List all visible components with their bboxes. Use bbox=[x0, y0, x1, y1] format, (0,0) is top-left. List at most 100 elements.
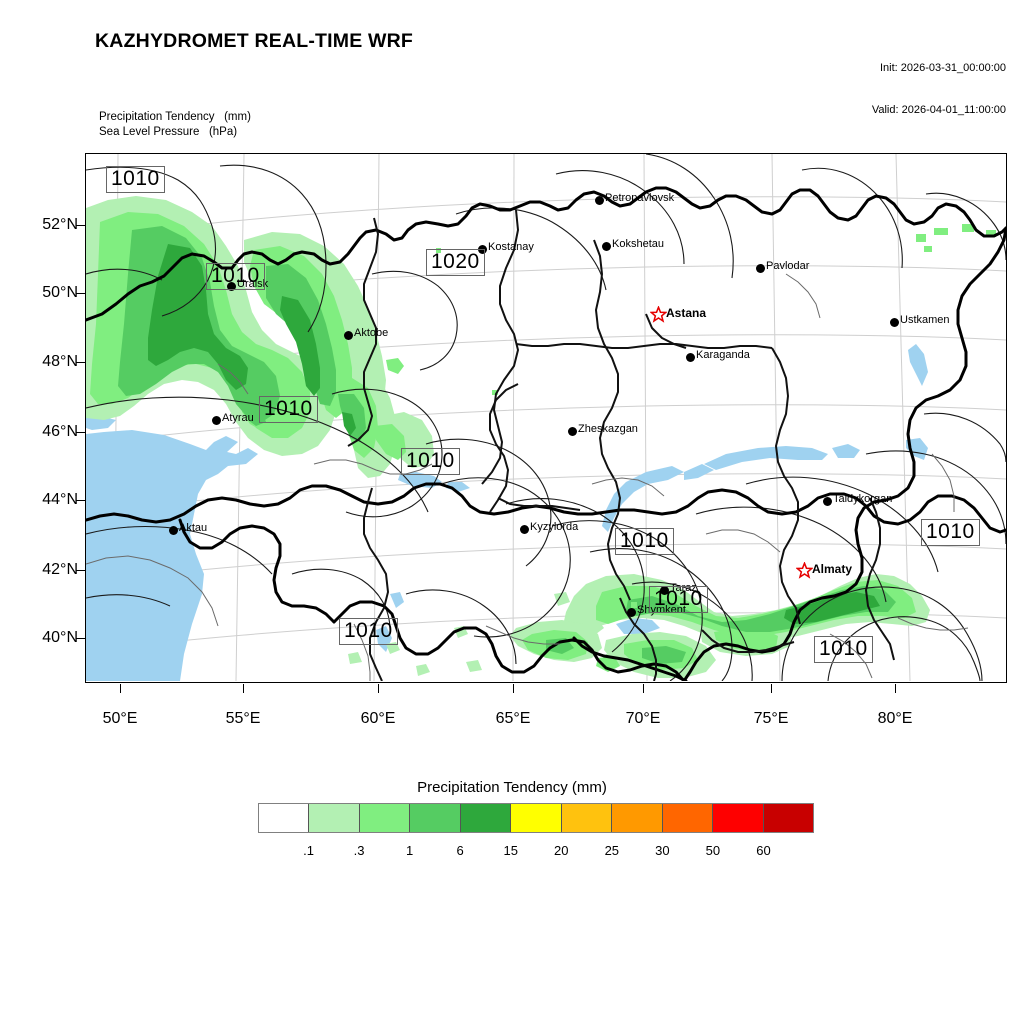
capital-star-icon bbox=[650, 306, 667, 323]
colorbar-segment[interactable] bbox=[612, 804, 663, 832]
lon-tick-mark bbox=[513, 684, 515, 693]
colorbar-segment[interactable] bbox=[309, 804, 360, 832]
colorbar-segment[interactable] bbox=[763, 804, 813, 832]
lon-tick-label: 80°E bbox=[877, 710, 913, 727]
field-caption: Precipitation Tendency (mm) Sea Level Pr… bbox=[99, 110, 251, 140]
city-label: Aktobe bbox=[354, 327, 389, 339]
isobar-label: 1010 bbox=[206, 263, 265, 290]
lon-tick-mark bbox=[120, 684, 122, 693]
lat-tick-label: 42°N bbox=[42, 561, 78, 578]
colorbar-tick-label: 50 bbox=[705, 843, 721, 858]
isobar-label: 1010 bbox=[401, 448, 460, 475]
city-dot-icon bbox=[211, 415, 221, 425]
colorbar-tick-label: 1 bbox=[406, 843, 414, 858]
lon-tick-mark bbox=[771, 684, 773, 693]
lat-tick-mark bbox=[76, 500, 85, 502]
colorbar-segment[interactable] bbox=[259, 804, 310, 832]
colorbar[interactable] bbox=[258, 803, 814, 833]
colorbar-segment[interactable] bbox=[511, 804, 562, 832]
lat-tick-label: 48°N bbox=[42, 353, 78, 370]
lon-tick-mark bbox=[378, 684, 380, 693]
city-dot-icon bbox=[626, 607, 636, 617]
city-label: Atyrau bbox=[222, 412, 254, 424]
lat-tick-label: 40°N bbox=[42, 629, 78, 646]
city-label: Pavlodar bbox=[766, 260, 810, 272]
city-label: Kokshetau bbox=[612, 238, 664, 250]
map-canvas bbox=[86, 154, 1006, 681]
city-dot-icon bbox=[594, 195, 604, 205]
city-dot-icon bbox=[601, 241, 611, 251]
city-dot-icon bbox=[822, 496, 832, 506]
slp-contours bbox=[86, 154, 1006, 681]
colorbar-tick-label: 6 bbox=[456, 843, 464, 858]
run-timestamps: Init: 2026-03-31_00:00:00 Valid: 2026-04… bbox=[872, 33, 1006, 131]
lat-tick-mark bbox=[76, 362, 85, 364]
colorbar-segment[interactable] bbox=[410, 804, 461, 832]
city-label: Kyzylorda bbox=[530, 521, 579, 533]
colorbar-tick-label: 20 bbox=[554, 843, 569, 858]
weather-map[interactable]: Petropavlovsk Kostanay Kokshetau Pavlodar Us… bbox=[85, 153, 1007, 683]
lat-tick-label: 46°N bbox=[42, 423, 78, 440]
colorbar-tick-label: 25 bbox=[604, 843, 620, 858]
colorbar-tick-label: 60 bbox=[756, 843, 771, 858]
colorbar-ticks: .1 .3 1 6 15 20 25 30 50 60 bbox=[258, 843, 814, 863]
city-label: Almaty bbox=[812, 562, 853, 576]
city-dot-icon bbox=[567, 426, 577, 436]
lon-tick-label: 55°E bbox=[225, 710, 261, 727]
capital-star-icon bbox=[796, 562, 813, 579]
isobar-label: 1010 bbox=[615, 528, 674, 555]
colorbar-tick-label: .3 bbox=[353, 843, 365, 858]
lon-tick-label: 75°E bbox=[753, 710, 789, 727]
lon-tick-mark bbox=[643, 684, 645, 693]
precip-scatter bbox=[436, 224, 996, 608]
isobar-label: 1010 bbox=[106, 166, 165, 193]
colorbar-segment[interactable] bbox=[713, 804, 764, 832]
colorbar-segment[interactable] bbox=[662, 804, 714, 832]
colorbar-tick-label: 15 bbox=[503, 843, 518, 858]
city-label: Zheskazgan bbox=[578, 423, 638, 435]
city-dot-icon bbox=[343, 330, 353, 340]
colorbar-title: Precipitation Tendency (mm) bbox=[417, 779, 607, 796]
city-dot-icon bbox=[755, 263, 765, 273]
city-label: Ustkamen bbox=[900, 314, 950, 326]
isobar-label: 1010 bbox=[339, 618, 398, 645]
colorbar-segment[interactable] bbox=[561, 804, 613, 832]
lat-tick-mark bbox=[76, 570, 85, 572]
city-label: Taldykorgan bbox=[833, 493, 893, 505]
lat-tick-mark bbox=[76, 638, 85, 640]
lon-tick-label: 50°E bbox=[102, 710, 138, 727]
city-dot-icon bbox=[889, 317, 899, 327]
city-label: Aktau bbox=[179, 522, 208, 534]
precip-fill bbox=[86, 196, 434, 478]
lon-tick-mark bbox=[243, 684, 245, 693]
init-time: Init: 2026-03-31_00:00:00 bbox=[880, 62, 1006, 74]
city-dot-icon bbox=[168, 525, 178, 535]
lon-tick-label: 70°E bbox=[625, 710, 661, 727]
minor-boundaries bbox=[86, 273, 969, 681]
field-slp-label: Sea Level Pressure (hPa) bbox=[99, 126, 238, 138]
lat-tick-label: 52°N bbox=[42, 216, 78, 233]
isobar-label: 1020 bbox=[426, 249, 485, 276]
lat-tick-mark bbox=[76, 225, 85, 227]
lat-tick-label: 50°N bbox=[42, 284, 78, 301]
isobar-label: 1010 bbox=[649, 586, 708, 613]
city-dot-icon bbox=[519, 524, 529, 534]
lon-tick-label: 60°E bbox=[360, 710, 396, 727]
city-dot-icon bbox=[659, 585, 669, 595]
isobar-label: 1010 bbox=[814, 636, 873, 663]
colorbar-segment[interactable] bbox=[460, 804, 512, 832]
city-label: Astana bbox=[666, 306, 707, 320]
lat-tick-label: 44°N bbox=[42, 491, 78, 508]
city-label: Karaganda bbox=[696, 349, 750, 361]
city-label: Taraz bbox=[670, 582, 697, 594]
colorbar-segment[interactable] bbox=[359, 804, 411, 832]
colorbar-tick-label: 30 bbox=[655, 843, 670, 858]
isobar-label: 1010 bbox=[921, 519, 980, 546]
page-title: KAZHYDROMET REAL-TIME WRF bbox=[95, 30, 414, 52]
lat-tick-mark bbox=[76, 432, 85, 434]
isobar-label: 1010 bbox=[259, 396, 318, 423]
city-dot-icon bbox=[226, 281, 236, 291]
field-precip-label: Precipitation Tendency (mm) bbox=[99, 111, 251, 123]
city-label: Kostanay bbox=[488, 241, 534, 253]
colorbar-tick-label: .1 bbox=[303, 843, 314, 858]
